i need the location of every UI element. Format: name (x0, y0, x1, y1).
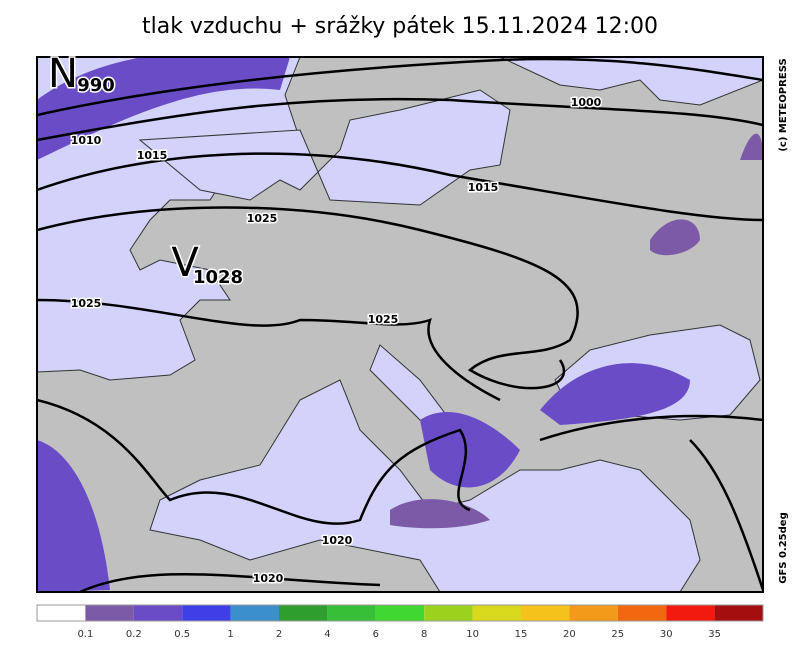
legend-swatch (714, 605, 763, 621)
isobar-label: 1020 (322, 534, 353, 547)
legend-swatch (279, 605, 328, 621)
legend-label: 15 (515, 629, 528, 640)
legend-label: 25 (611, 629, 624, 640)
legend-swatch (85, 605, 134, 621)
isobar-label: 1025 (368, 313, 399, 326)
isobar (689, 439, 763, 591)
isobar-label: 1000 (571, 96, 602, 109)
isobar-label: 1020 (253, 572, 284, 585)
isobar-label: 1015 (468, 181, 499, 194)
legend-swatch (617, 605, 667, 621)
legend-label: 4 (324, 629, 330, 640)
isobar-label: 1025 (71, 297, 102, 310)
legend-label: 2 (276, 629, 282, 640)
isobar-labels: 1000 1010 1015 1015 1025 1025 1025 1020 1020 (69, 95, 603, 587)
title: tlak vzduchu + srážky pátek 15.11.2024 1… (142, 14, 658, 39)
isobar (37, 57, 763, 117)
model-name: GFS 0.25deg (778, 512, 789, 584)
legend-label: 0.2 (126, 629, 142, 640)
precipitation (37, 440, 110, 592)
isobar (37, 97, 763, 142)
legend-swatch (375, 605, 425, 621)
low-letter: N (48, 51, 78, 97)
isobar-label: 1015 (137, 149, 168, 162)
legend-swatch (327, 605, 376, 621)
map-area (37, 57, 763, 592)
legend-swatch (182, 605, 231, 621)
isobar (539, 414, 763, 442)
legend-swatch (521, 605, 570, 621)
precipitation (740, 133, 763, 160)
legend-label: 35 (708, 629, 721, 640)
map-frame (36, 56, 764, 593)
copyright: (c) METEOPRESS (778, 58, 789, 151)
isobar (37, 398, 471, 525)
legend-swatch (230, 605, 279, 621)
isobar (37, 298, 501, 402)
precipitation (650, 219, 700, 256)
legend-swatch (37, 605, 86, 621)
legend-label: 6 (373, 629, 379, 640)
legend-frame (36, 604, 764, 622)
legend-label: 8 (421, 629, 427, 640)
legend-swatch (133, 605, 183, 621)
low-value: 990 (77, 75, 115, 96)
legend-label: 30 (660, 629, 673, 640)
mediterranean (149, 379, 701, 592)
high-letter: V (171, 240, 199, 286)
isobar (79, 573, 381, 592)
precipitation (420, 411, 520, 488)
legend-label: 10 (466, 629, 479, 640)
isobar-label: 1010 (71, 134, 102, 147)
isobar-label: 1025 (247, 212, 278, 225)
legend-label: 0.5 (174, 629, 190, 640)
legend-swatch (472, 605, 521, 621)
legend-label: 0.1 (77, 629, 93, 640)
isobar (37, 206, 579, 390)
legend: 0.1 0.2 0.5 1 2 4 6 8 10 15 20 25 30 35 (36, 604, 764, 640)
legend-swatch (666, 605, 715, 621)
legend-label: 1 (227, 629, 233, 640)
legend-label: 20 (563, 629, 576, 640)
precipitation (540, 363, 690, 425)
high-value: 1028 (193, 267, 243, 288)
legend-swatch (569, 605, 618, 621)
isobar (37, 152, 763, 222)
legend-swatch (424, 605, 473, 621)
